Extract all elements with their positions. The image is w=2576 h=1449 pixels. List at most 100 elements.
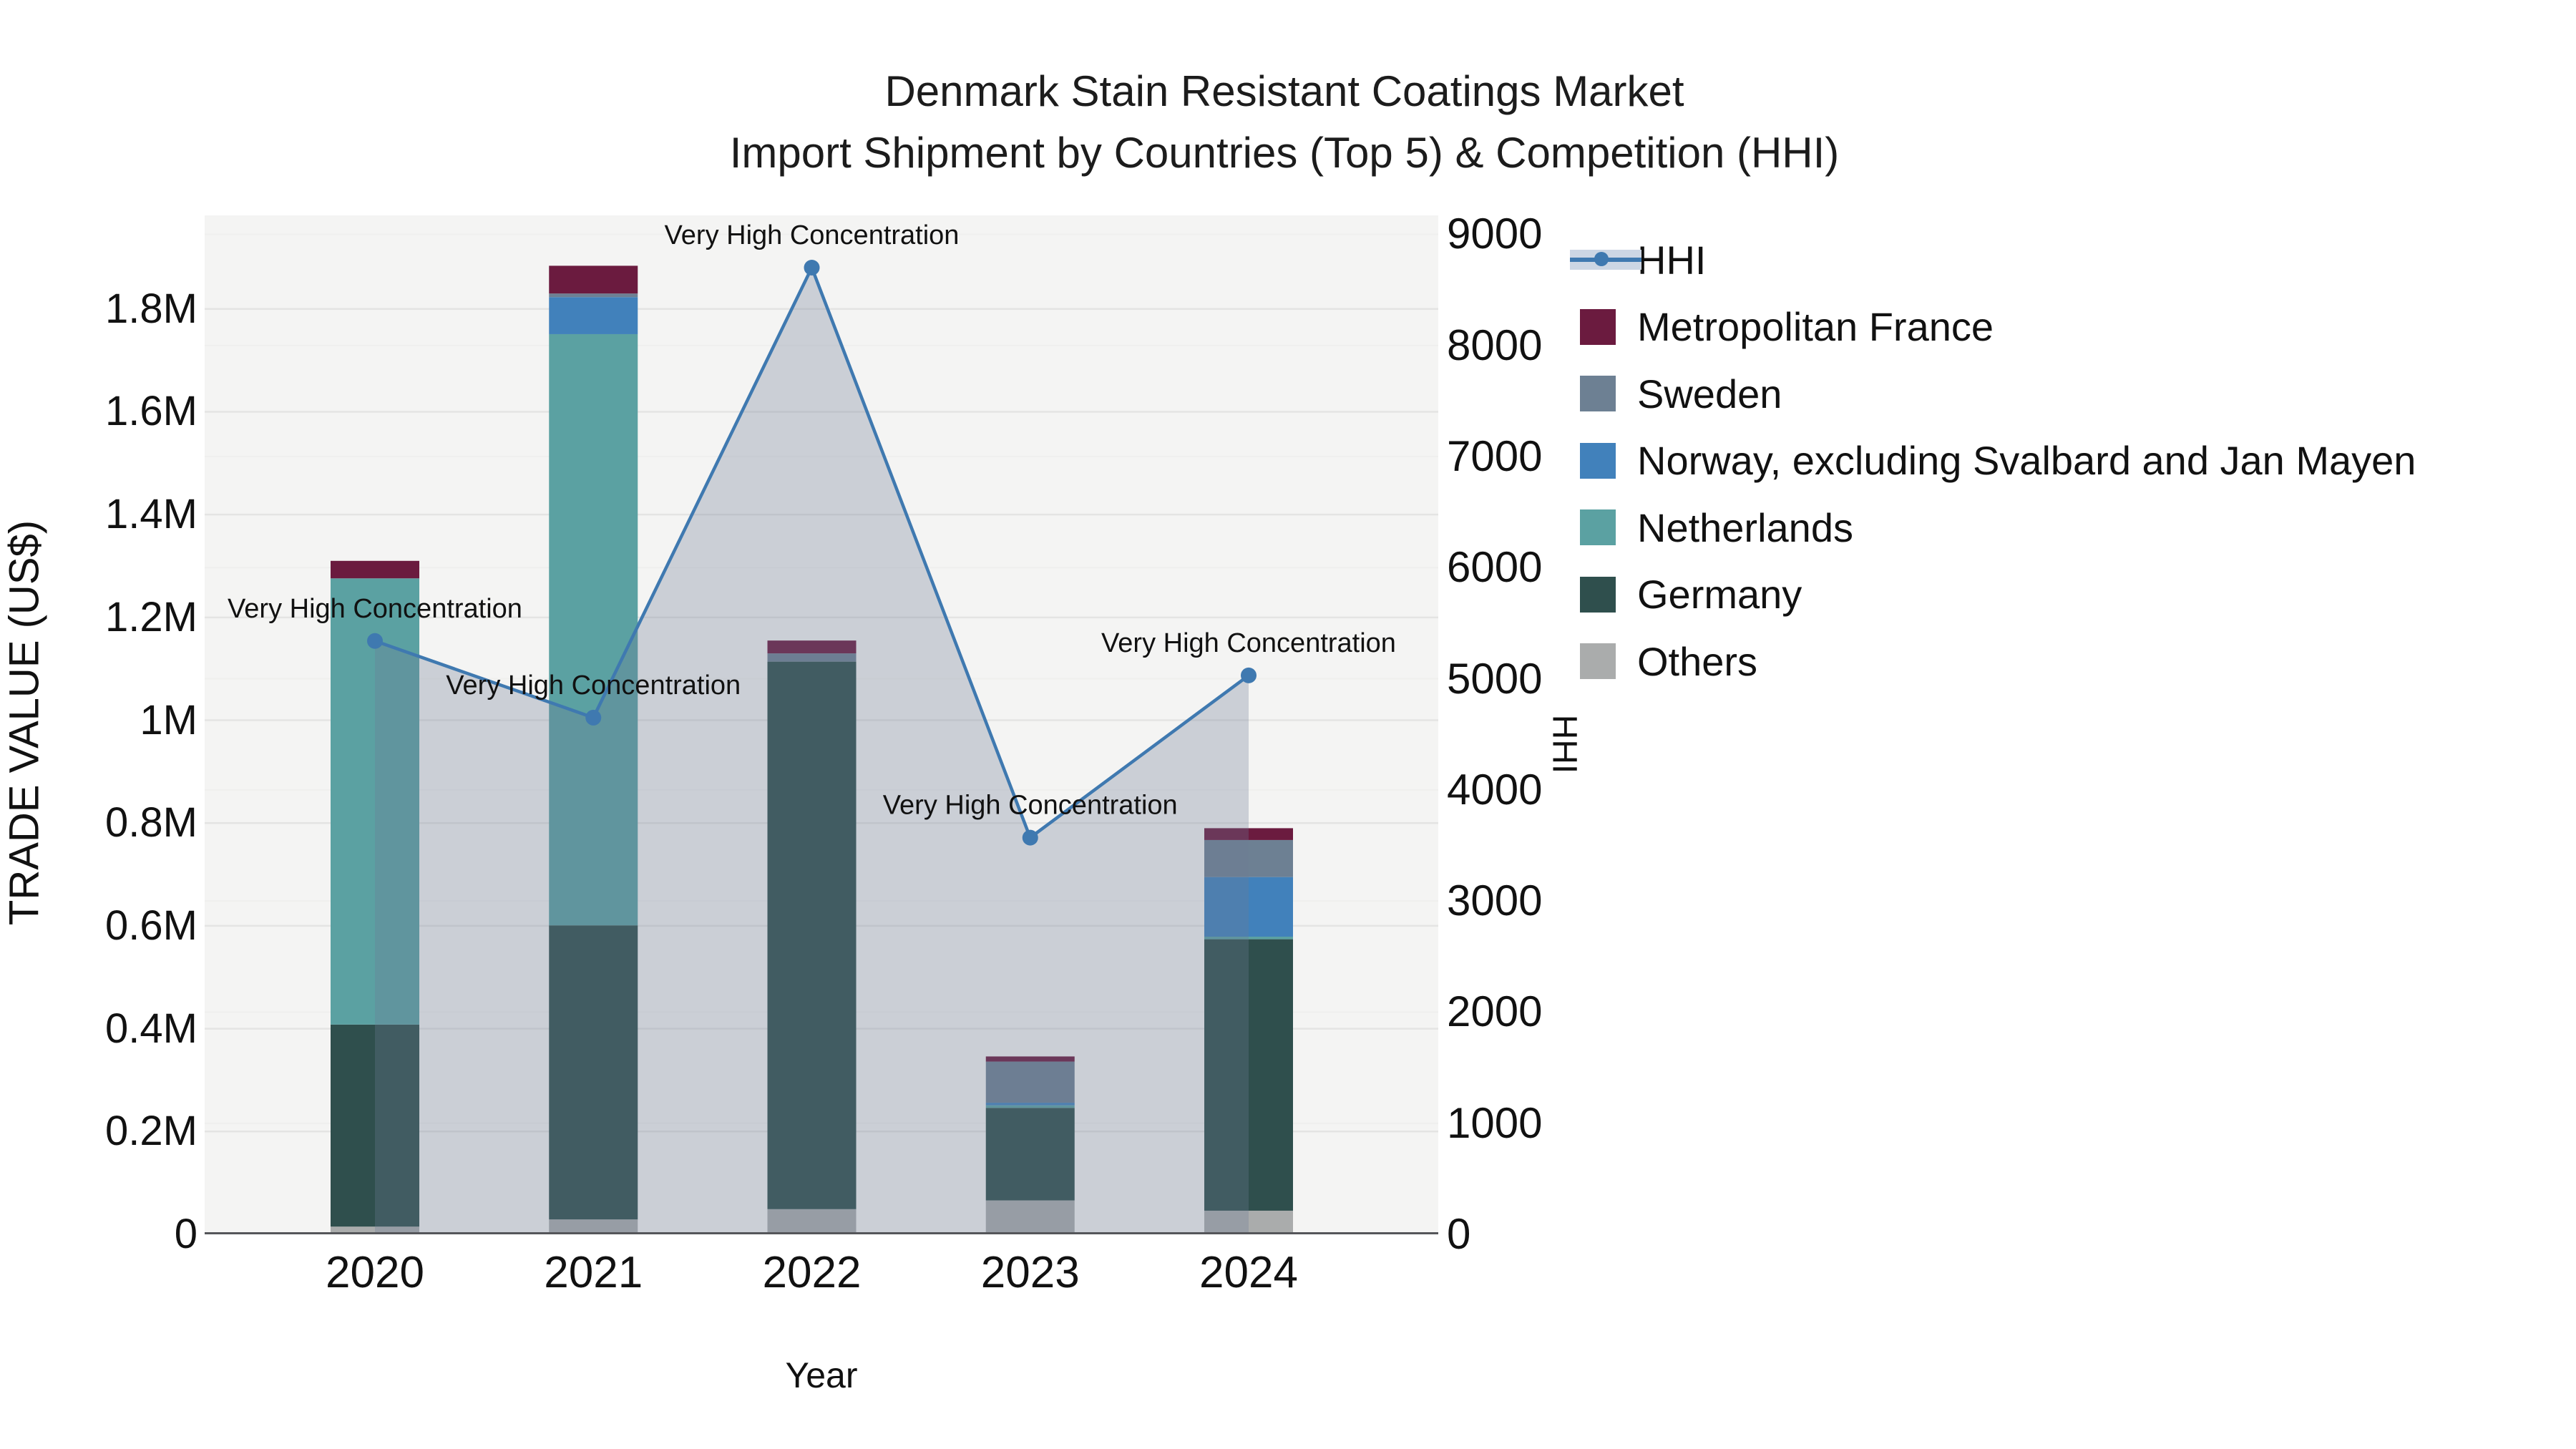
bar-segment-others-2021 (549, 1219, 638, 1234)
legend-label: HHI (1637, 237, 1707, 283)
legend-item-netherlands[interactable]: Netherlands (1574, 504, 1853, 550)
chart-title-line2: Import Shipment by Countries (Top 5) & C… (729, 129, 1840, 177)
x-axis-ticks: 2020 2021 2022 2023 2024 (205, 1246, 1438, 1304)
bar-segment-germany-2024 (1204, 939, 1293, 1211)
right-tick-1000: 1000 (1447, 1098, 1543, 1147)
hhi-area-fill (375, 267, 1249, 1234)
bar-segment-sweden-2023 (985, 1061, 1075, 1103)
annotation-2021: Very High Concentration (446, 670, 741, 701)
right-axis-title: HHI (1545, 714, 1584, 774)
annotation-2024: Very High Concentration (1101, 628, 1396, 658)
hhi-marker-2020 (367, 633, 383, 649)
right-tick-4000: 4000 (1447, 765, 1543, 814)
right-tick-9000: 9000 (1447, 210, 1543, 258)
x-tick-2024: 2024 (1199, 1248, 1298, 1297)
legend-label: Metropolitan France (1637, 304, 1994, 349)
annotation-2022: Very High Concentration (665, 220, 960, 250)
x-axis-title: Year (785, 1355, 858, 1395)
color-swatch-icon (1574, 640, 1637, 682)
bar-segment-netherlands-2024 (1204, 937, 1293, 940)
bar-segment-germany-2022 (767, 661, 857, 1209)
bar-segment-netherlands-2021 (549, 333, 638, 926)
legend-square-glyph (1580, 509, 1616, 545)
right-tick-8000: 8000 (1447, 321, 1543, 369)
plot-area[interactable]: Very High Concentration Very High Concent… (205, 215, 1438, 1234)
legend-label: Others (1637, 638, 1758, 684)
left-tick-0.6M: 0.6M (105, 902, 197, 949)
bar-segment-metropolitan-france-2021 (549, 265, 638, 294)
left-tick-1.2M: 1.2M (105, 593, 197, 640)
right-tick-2000: 2000 (1447, 987, 1543, 1036)
right-tick-0: 0 (1447, 1210, 1471, 1258)
right-tick-3000: 3000 (1447, 877, 1543, 925)
legend-square-glyph (1580, 643, 1616, 679)
right-axis-ticks: 0 1000 2000 3000 4000 5000 6000 7000 8000 9000 (1447, 210, 1733, 1258)
bar-segment-norway-excluding-svalbard-and-jan-mayen-2021 (549, 297, 638, 334)
bar-segment-norway-excluding-svalbard-and-jan-mayen-2024 (1204, 877, 1293, 937)
bar-segment-sweden-2024 (1204, 839, 1293, 877)
legend-label: Sweden (1637, 371, 1782, 416)
legend-square-glyph (1580, 442, 1616, 479)
left-tick-0.8M: 0.8M (105, 799, 197, 847)
color-swatch-icon (1574, 440, 1637, 482)
legend-square-glyph (1580, 376, 1616, 411)
x-tick-2022: 2022 (762, 1248, 862, 1297)
legend-item-norway-excluding-svalbard-and-jan-mayen[interactable]: Norway, excluding Svalbard and Jan Mayen (1574, 438, 2416, 483)
left-tick-1.4M: 1.4M (105, 491, 197, 538)
color-swatch-icon (1574, 373, 1637, 414)
hhi-marker-2021 (585, 709, 602, 726)
bar-segment-others-2024 (1204, 1210, 1293, 1234)
hhi-marker-2022 (804, 259, 820, 275)
bar-segment-others-2022 (767, 1209, 857, 1234)
bar-segment-germany-2023 (985, 1108, 1075, 1201)
left-axis-ticks: 0 0.2M 0.4M 0.6M 0.8M 1M 1.2M 1.4M 1.6M 1.8M (0, 215, 197, 1257)
legend-label: Netherlands (1637, 504, 1853, 550)
bar-segment-sweden-2022 (767, 653, 857, 662)
legend-item-hhi[interactable]: HHI (1570, 237, 1707, 283)
right-tick-7000: 7000 (1447, 431, 1543, 480)
bar-segment-germany-2021 (549, 925, 638, 1220)
legend-square-glyph (1580, 308, 1616, 345)
legend: HHI Metropolitan France Sweden Norway, excl… (1570, 236, 2569, 723)
bar-segment-others-2020 (331, 1226, 419, 1234)
x-tick-2023: 2023 (980, 1248, 1080, 1297)
chart-title-line1: Denmark Stain Resistant Coatings Market (884, 67, 1684, 115)
annotation-2020: Very High Concentration (228, 594, 522, 624)
right-tick-6000: 6000 (1447, 543, 1543, 592)
legend-label: Germany (1637, 572, 1802, 617)
legend-item-germany[interactable]: Germany (1574, 572, 1802, 617)
hhi-marker-2023 (1022, 829, 1038, 846)
color-swatch-icon (1574, 574, 1637, 615)
right-tick-5000: 5000 (1447, 654, 1543, 703)
bar-segment-norway-excluding-svalbard-and-jan-mayen-2023 (985, 1103, 1075, 1106)
bar-segment-sweden-2021 (549, 293, 638, 298)
bar-segment-metropolitan-france-2024 (1204, 828, 1293, 840)
hhi-marker-2024 (1241, 667, 1257, 683)
hhi-marker-glyph (1594, 252, 1609, 266)
bar-segment-metropolitan-france-2023 (985, 1056, 1075, 1062)
legend-label: Norway, excluding Svalbard and Jan Mayen (1637, 438, 2416, 483)
hhi-line-swatch-icon (1570, 239, 1641, 280)
legend-square-glyph (1580, 576, 1616, 613)
bar-segment-germany-2020 (331, 1024, 419, 1227)
color-swatch-icon (1574, 507, 1637, 548)
left-tick-1M: 1M (140, 696, 197, 743)
bar-segment-others-2023 (985, 1200, 1075, 1234)
chart-title: Denmark Stain Resistant Coatings Market … (0, 61, 2569, 184)
legend-item-sweden[interactable]: Sweden (1574, 371, 1782, 416)
bar-segment-netherlands-2023 (985, 1105, 1075, 1108)
bar-segment-metropolitan-france-2022 (767, 640, 857, 654)
left-tick-1.8M: 1.8M (105, 285, 197, 332)
left-tick-0: 0 (174, 1211, 197, 1257)
legend-item-others[interactable]: Others (1574, 638, 1758, 684)
plot-svg: Very High Concentration Very High Concent… (205, 220, 1438, 1234)
left-axis-title: TRADE VALUE (US$) (1, 519, 48, 926)
left-tick-0.2M: 0.2M (105, 1108, 197, 1155)
annotation-2023: Very High Concentration (883, 791, 1178, 821)
left-tick-0.4M: 0.4M (105, 1005, 197, 1052)
color-swatch-icon (1574, 306, 1637, 348)
bar-segment-metropolitan-france-2020 (331, 560, 419, 579)
legend-item-metropolitan-france[interactable]: Metropolitan France (1574, 304, 1994, 349)
left-tick-1.6M: 1.6M (105, 388, 197, 435)
